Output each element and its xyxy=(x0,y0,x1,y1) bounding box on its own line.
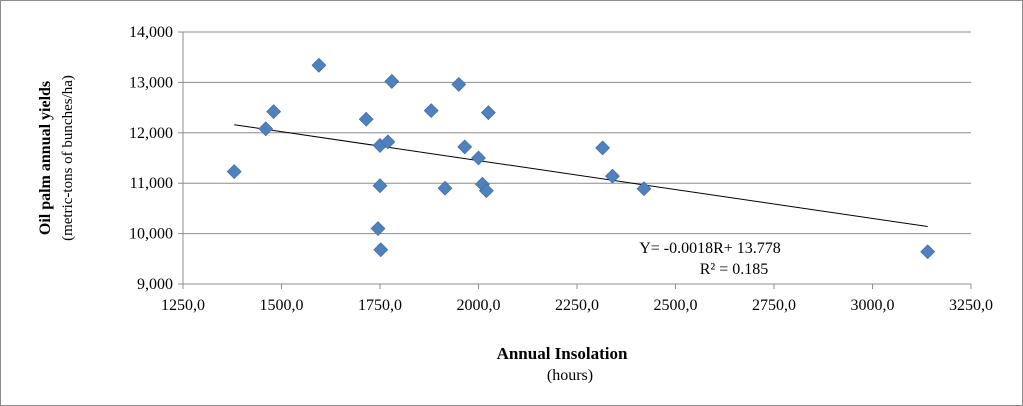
data-point xyxy=(451,76,467,92)
trendline xyxy=(234,124,928,228)
y-tick-label: 11,000 xyxy=(130,175,173,192)
data-point xyxy=(358,111,374,127)
x-tick-label: 3000,0 xyxy=(851,297,895,314)
data-point xyxy=(478,183,494,199)
r-squared-label: R² = 0.185 xyxy=(700,261,769,278)
data-point xyxy=(920,244,936,260)
data-point xyxy=(457,139,473,155)
x-tick-label: 2250,0 xyxy=(555,297,599,314)
y-tick-label: 12,000 xyxy=(129,125,173,142)
x-tick-label: 3250,0 xyxy=(949,297,993,314)
data-point xyxy=(605,168,620,184)
data-point xyxy=(437,180,453,196)
data-point xyxy=(370,221,386,236)
data-point xyxy=(266,104,282,120)
y-tick-label: 14,000 xyxy=(129,24,173,41)
tick-labels: 9,000 10,000 11,000 12,000 13,000 14,000 1250,… xyxy=(129,24,993,314)
x-tick-label: 2750,0 xyxy=(752,297,796,314)
y-tick-label: 10,000 xyxy=(129,226,173,243)
x-tick-label: 2500,0 xyxy=(654,297,698,314)
data-point xyxy=(311,57,327,73)
data-points xyxy=(226,57,936,260)
data-point xyxy=(384,73,400,89)
data-point xyxy=(372,178,388,194)
data-point xyxy=(380,134,396,150)
y-tick-label: 9,000 xyxy=(137,276,173,293)
x-tick-label: 1750,0 xyxy=(358,297,402,314)
x-axis-label: Annual Insolation xyxy=(497,344,628,363)
data-point xyxy=(373,242,389,258)
x-tick-label: 1500,0 xyxy=(260,297,304,314)
gridlines xyxy=(183,31,971,285)
data-point xyxy=(423,103,439,119)
data-point xyxy=(471,150,486,166)
data-point xyxy=(595,140,611,156)
data-point xyxy=(226,164,242,180)
x-tick-label: 1250,0 xyxy=(161,297,205,314)
trendline-equation: Y= -0.0018R+ 13.778 xyxy=(639,240,781,257)
x-tick-label: 2000,0 xyxy=(457,297,501,314)
y-axis-label: Oil palm annual yields xyxy=(37,81,54,235)
data-point xyxy=(480,105,496,121)
axes xyxy=(178,31,972,289)
y-axis-sublabel: (metric-tons of bunches/ha) xyxy=(60,75,76,241)
data-point xyxy=(258,121,274,137)
x-axis-sublabel: (hours) xyxy=(547,367,593,384)
trendline-group xyxy=(234,124,928,228)
y-tick-label: 13,000 xyxy=(129,74,173,91)
data-point xyxy=(636,181,652,197)
